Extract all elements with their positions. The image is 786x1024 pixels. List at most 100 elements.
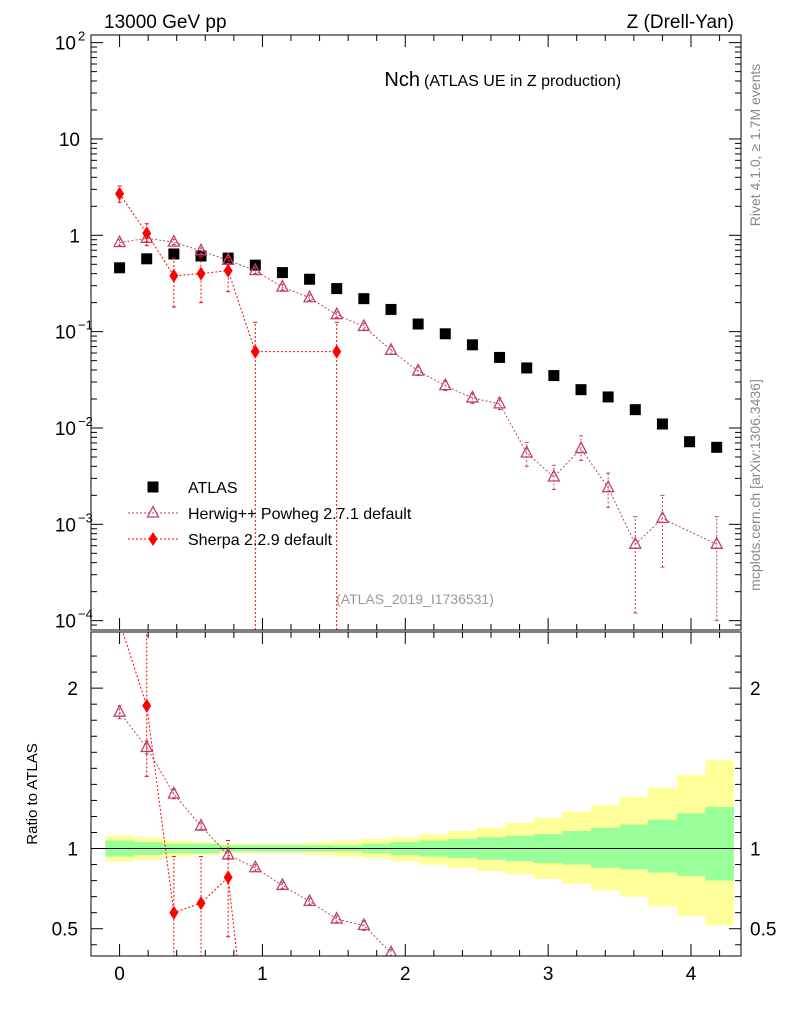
point-sherpa [142,226,152,241]
point-sherpa [196,266,206,281]
point-herwig [710,536,724,549]
stat-uncertainty-band [619,824,649,870]
point-herwig [547,469,561,482]
series-herwig [112,230,724,622]
main-y-tick-exponent: −4 [78,607,93,622]
analysis-label: (ATLAS_2019_I1736531) [336,591,494,607]
point-herwig [167,234,181,247]
main-y-tick-exponent: −1 [78,318,93,333]
point-atlas [385,303,397,315]
ratio-line-herwig [119,711,392,954]
ratio-y-tick-label-right: 2 [750,679,761,700]
ratio-series-sherpa [122,632,240,966]
point-herwig [330,306,344,320]
stat-uncertainty-band [676,813,706,876]
point-herwig [655,510,670,524]
legend-marker-atlas [147,481,159,493]
ratio-point-sherpa [169,905,179,920]
ratio-series-herwig [112,704,397,956]
main-frame [90,34,742,631]
ratio-error-bar-herwig [253,864,258,872]
ratio-y-tick-label-right: 1 [750,840,761,861]
ratio-frame [90,631,742,957]
point-atlas [466,339,478,351]
point-atlas [629,404,641,416]
main-y-tick-exponent: 2 [78,29,85,44]
ratio-error-bar-herwig [389,949,393,956]
point-atlas [711,441,723,453]
legend-marker-sherpa [148,532,158,546]
error-bar-herwig [307,294,312,302]
error-bar-sherpa [334,321,339,631]
energy-label: 13000 GeV pp [104,12,227,33]
point-atlas [331,283,343,295]
legend-item-atlas: ATLAS [147,480,238,497]
stat-uncertainty-band [562,830,591,865]
point-atlas [656,418,668,430]
ratio-x-tick-label: 1 [257,964,268,985]
point-herwig [248,262,262,276]
ratio-error-bar-sherpa [236,961,240,966]
legend-label: Herwig++ Powheg 2.7.1 default [188,506,412,523]
error-bar-sherpa [253,321,258,631]
error-bar-sherpa [144,223,149,247]
point-herwig [112,234,127,248]
ratio-point-sherpa [196,896,206,911]
error-bar-herwig [551,464,556,490]
stat-uncertainty-band [591,827,620,868]
error-bar-herwig [361,322,366,331]
legend-marker-herwig [146,505,160,518]
ratio-error-bar-herwig [334,915,339,923]
point-herwig [194,242,208,256]
main-y-tick-label: 10 [55,34,76,55]
error-bar-sherpa [199,256,203,304]
ratio-error-bar-herwig [280,881,285,890]
point-atlas [141,253,153,265]
point-herwig [438,377,452,391]
ratio-x-tick-label: 2 [400,964,411,985]
point-herwig [574,440,588,454]
ratio-y-tick-label-left: 2 [67,679,78,700]
main-y-tick-label: 10 [55,419,76,440]
ratio-point-herwig [385,944,397,956]
point-atlas [494,351,506,363]
ratio-point-herwig [248,859,262,873]
point-sherpa [332,344,342,359]
point-herwig [520,445,534,458]
stat-uncertainty-band [705,806,734,881]
ratio-line-sherpa [122,632,238,956]
point-atlas [114,262,126,274]
series-sherpa [115,185,342,631]
point-sherpa [223,263,233,278]
legend-label: ATLAS [188,480,238,497]
error-bar-herwig [334,311,339,319]
ratio-point-herwig [194,818,208,831]
ratio-ylabel: Ratio to ATLAS [24,743,41,844]
mcplots-label: mcplots.cern.ch [arXiv:1306.3436] [747,379,763,591]
ratio-y-tick-label-right: 0.5 [750,920,776,941]
point-sherpa [250,344,260,359]
point-herwig [628,536,642,549]
point-atlas [304,273,316,285]
point-atlas [575,384,587,396]
point-atlas [168,248,180,260]
ratio-y-tick-label-left: 0.5 [52,920,78,941]
ratio-x-tick-label: 0 [114,964,125,985]
rivet-label: Rivet 4.1.0, ≥ 1.7M events [747,64,763,227]
ratio-panel: 0 1 2 3 4 0.5 0.5 1 1 2 2 Ratio to ATLAS [24,631,776,985]
error-bar-herwig [606,472,611,508]
point-atlas [548,370,560,382]
point-sherpa [115,186,125,201]
point-herwig [465,390,480,403]
ratio-y-tick-label-left: 1 [67,840,78,861]
main-y-tick-exponent: −2 [78,414,93,429]
point-atlas [358,293,370,305]
error-bar-herwig [660,494,665,568]
ratio-x-tick-label: 3 [543,964,554,985]
error-bar-herwig [714,516,719,622]
ratio-point-sherpa [223,870,233,885]
main-y-tick-label: 10 [55,515,76,536]
point-atlas [602,391,614,403]
point-herwig [357,318,371,332]
